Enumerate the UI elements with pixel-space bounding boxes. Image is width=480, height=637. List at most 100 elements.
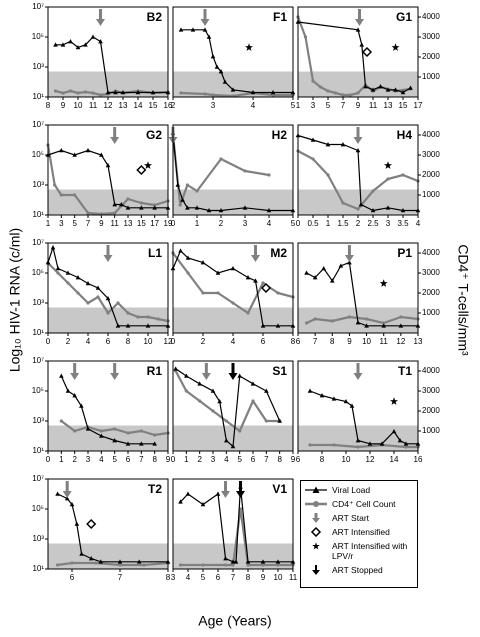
legend-label: ART Intensified bbox=[332, 527, 390, 537]
x-tick-label: 17 bbox=[150, 219, 159, 228]
viral-load-point bbox=[194, 205, 200, 210]
viral-load-point bbox=[379, 441, 385, 446]
cd4-point bbox=[98, 93, 103, 97]
viral-load-point bbox=[53, 42, 58, 47]
viral-load-point bbox=[321, 265, 327, 271]
viral-load-point bbox=[329, 278, 335, 283]
viral-load-point bbox=[338, 263, 344, 268]
viral-load-point bbox=[115, 323, 121, 328]
viral-load-point bbox=[184, 373, 189, 378]
viral-load-point bbox=[112, 438, 117, 443]
x-tick-label: 6 bbox=[106, 337, 111, 346]
x-tick-label: 0 bbox=[171, 219, 176, 228]
lpv-star bbox=[390, 397, 398, 405]
legend-label: Viral Load bbox=[332, 485, 371, 495]
legend-item: ART Intensified bbox=[304, 527, 414, 537]
art-intensified-marker bbox=[361, 46, 373, 58]
viral-load-point bbox=[185, 205, 190, 210]
cd4-point bbox=[304, 321, 309, 325]
cd4-point bbox=[243, 169, 247, 173]
viral-load-line bbox=[60, 375, 155, 445]
viral-load-point bbox=[98, 39, 103, 44]
viral-load-line bbox=[47, 149, 168, 209]
x-tick-label: 2 bbox=[201, 337, 206, 346]
y-tick-label: 10³ bbox=[32, 534, 44, 543]
legend-symbol bbox=[310, 527, 322, 537]
cd4-point bbox=[311, 79, 315, 83]
viral-load-point bbox=[310, 137, 316, 142]
x-tick-label: 1.5 bbox=[337, 219, 349, 228]
x-tick-label: 8 bbox=[330, 337, 335, 346]
panel-frame bbox=[172, 124, 294, 216]
cd4-point bbox=[203, 92, 207, 96]
viral-load-point bbox=[277, 418, 282, 423]
viral-load-point bbox=[218, 69, 224, 74]
viral-load-point bbox=[68, 39, 73, 44]
x-tick-label: 8 bbox=[291, 337, 296, 346]
viral-load-point bbox=[270, 89, 276, 95]
viral-load-point bbox=[99, 152, 104, 157]
x-tick-label: 10 bbox=[342, 455, 351, 464]
cd4-point bbox=[341, 201, 345, 205]
viral-load-point bbox=[250, 381, 256, 386]
cd4-point bbox=[371, 189, 375, 193]
x-tick-label: 0 bbox=[46, 337, 51, 346]
panel-frame bbox=[172, 242, 294, 334]
y2-tick-label: 1000 bbox=[422, 72, 440, 81]
cd4-point bbox=[261, 563, 265, 567]
detection-shade bbox=[298, 189, 418, 215]
x-tick-label: 15 bbox=[137, 219, 146, 228]
y2-tick-label: 1000 bbox=[422, 190, 440, 199]
viral-load-line bbox=[47, 245, 168, 327]
viral-load-point bbox=[150, 89, 156, 95]
viral-load-point bbox=[135, 89, 141, 95]
x-tick-label: 4 bbox=[231, 337, 236, 346]
viral-load-point bbox=[178, 27, 184, 32]
legend-item: ART Start bbox=[304, 513, 414, 523]
x-tick-label: 8 bbox=[277, 455, 282, 464]
art-start-arrow bbox=[344, 245, 354, 262]
detection-shade bbox=[173, 307, 293, 333]
art-stopped-arrow bbox=[236, 481, 245, 498]
x-tick-label: 4 bbox=[251, 101, 256, 110]
cd4-point bbox=[118, 563, 122, 567]
art-intensified-marker bbox=[260, 282, 272, 294]
panel-title: M2 bbox=[270, 246, 287, 260]
panel-frame bbox=[297, 242, 419, 334]
cd4-point bbox=[86, 301, 90, 305]
viral-load-point bbox=[112, 202, 117, 207]
x-tick-label: 11 bbox=[380, 337, 389, 346]
viral-load-point bbox=[245, 275, 251, 280]
cd4-point bbox=[216, 291, 220, 295]
x-tick-label: 6 bbox=[261, 337, 266, 346]
viral-load-point bbox=[385, 87, 391, 92]
panel-frame bbox=[172, 6, 294, 98]
y-tick-label: 10⁵ bbox=[32, 386, 44, 395]
viral-load-line bbox=[172, 132, 293, 212]
cd4-point bbox=[382, 321, 386, 325]
viral-load-point bbox=[275, 323, 281, 328]
viral-load-point bbox=[197, 381, 202, 386]
viral-load-point bbox=[217, 398, 222, 404]
viral-load-point bbox=[83, 42, 88, 47]
detection-shade bbox=[48, 189, 168, 215]
cd4-point bbox=[267, 173, 271, 177]
x-tick-label: 3 bbox=[86, 455, 91, 464]
x-tick-label: 8 bbox=[246, 573, 251, 582]
cd4-point bbox=[313, 317, 317, 321]
x-tick-label: 6 bbox=[216, 573, 221, 582]
cd4-point bbox=[401, 173, 405, 177]
cd4-point bbox=[231, 301, 235, 305]
x-tick-label: 1 bbox=[326, 219, 331, 228]
viral-load-point bbox=[378, 84, 383, 89]
art-start-arrow bbox=[200, 9, 210, 26]
viral-load-point bbox=[253, 278, 258, 283]
x-tick-label: 12 bbox=[104, 101, 113, 110]
y-tick-label: 10⁷ bbox=[32, 356, 44, 365]
panel-frame bbox=[47, 360, 169, 452]
viral-load-point bbox=[397, 438, 403, 443]
x-tick-label: 19 bbox=[164, 219, 173, 228]
viral-load-point bbox=[400, 207, 406, 213]
x-tick-label: 4 bbox=[186, 573, 191, 582]
x-tick-label: 9 bbox=[356, 101, 361, 110]
